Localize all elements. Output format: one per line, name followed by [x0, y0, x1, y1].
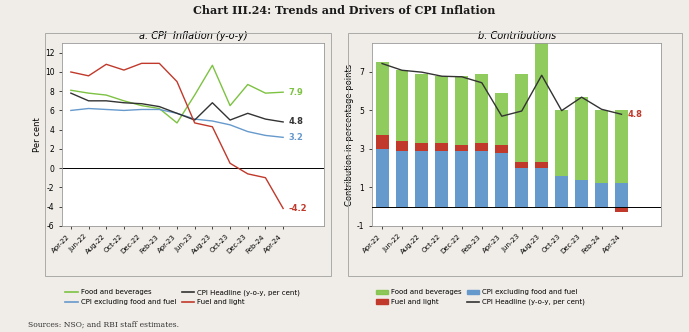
Bar — [595, 207, 608, 208]
Bar — [455, 151, 469, 207]
Bar — [455, 145, 469, 151]
Bar — [395, 141, 409, 151]
Bar — [455, 76, 469, 145]
Bar — [395, 151, 409, 207]
Bar — [555, 176, 568, 207]
Bar — [535, 28, 548, 162]
Bar — [475, 74, 489, 143]
Bar — [475, 143, 489, 151]
Text: Chart III.24: Trends and Drivers of CPI Inflation: Chart III.24: Trends and Drivers of CPI … — [194, 5, 495, 16]
Title: a. CPI  Inflation (y-o-y): a. CPI Inflation (y-o-y) — [138, 31, 247, 41]
Text: 4.8: 4.8 — [289, 118, 304, 126]
Title: b. Contributions: b. Contributions — [477, 31, 556, 41]
Bar — [435, 143, 449, 151]
Bar — [615, 207, 628, 212]
Y-axis label: Per cent: Per cent — [33, 117, 42, 152]
Bar — [495, 145, 508, 153]
Bar — [415, 151, 429, 207]
Bar — [535, 162, 548, 168]
Bar — [535, 168, 548, 207]
Bar — [595, 111, 608, 184]
Legend: Food and beverages, Fuel and light, CPI excluding food and fuel, CPI Headline (y: Food and beverages, Fuel and light, CPI … — [376, 290, 585, 305]
Bar — [415, 143, 429, 151]
Bar — [495, 153, 508, 207]
Bar — [555, 111, 568, 176]
Bar — [515, 162, 528, 168]
Text: 4.8: 4.8 — [627, 110, 642, 119]
Bar — [515, 168, 528, 207]
Bar — [376, 135, 389, 149]
Bar — [376, 62, 389, 135]
Bar — [515, 74, 528, 162]
Bar — [475, 151, 489, 207]
Bar — [575, 97, 588, 180]
Text: 3.2: 3.2 — [289, 133, 304, 142]
Bar — [376, 149, 389, 207]
Text: 7.9: 7.9 — [289, 88, 303, 97]
Bar — [615, 111, 628, 184]
Bar — [495, 93, 508, 145]
Bar — [415, 74, 429, 143]
Bar — [435, 151, 449, 207]
Bar — [595, 184, 608, 207]
Y-axis label: Contribution in percentage points: Contribution in percentage points — [345, 63, 354, 206]
Bar — [435, 76, 449, 143]
Legend: Food and beverages, CPI excluding food and fuel, CPI Headline (y-o-y, per cent),: Food and beverages, CPI excluding food a… — [65, 290, 300, 305]
Text: Sources: NSO; and RBI staff estimates.: Sources: NSO; and RBI staff estimates. — [28, 321, 178, 329]
Bar — [575, 180, 588, 207]
Text: -4.2: -4.2 — [289, 204, 307, 213]
Bar — [615, 184, 628, 207]
Bar — [395, 70, 409, 141]
